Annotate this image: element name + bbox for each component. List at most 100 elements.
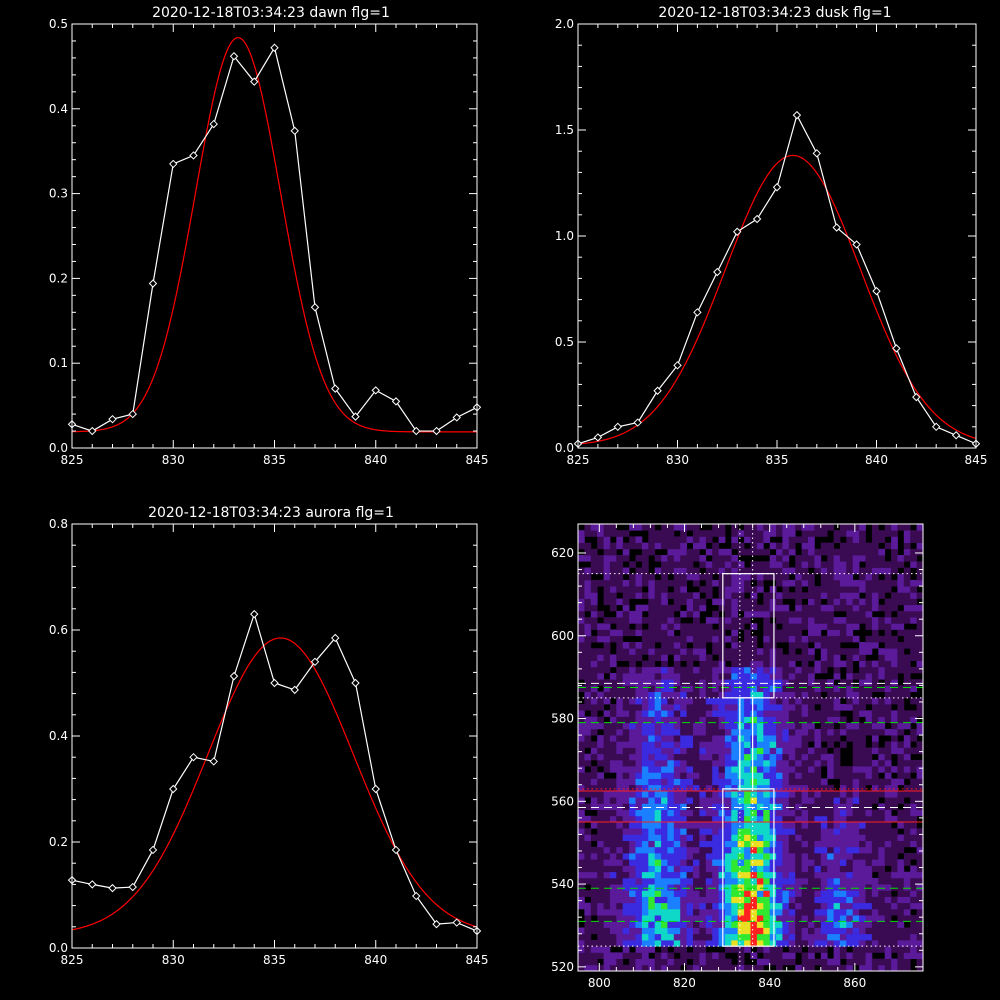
heatmap-cell bbox=[910, 940, 917, 947]
heatmap-cell bbox=[859, 927, 866, 935]
heatmap-cell bbox=[731, 809, 739, 817]
heatmap-cell bbox=[661, 555, 668, 562]
heatmap-cell bbox=[859, 952, 866, 959]
heatmap-cell bbox=[782, 809, 790, 817]
heatmap-cell bbox=[705, 728, 713, 736]
heatmap-cell bbox=[693, 902, 700, 910]
heatmap-cell bbox=[744, 604, 751, 612]
heatmap-cell bbox=[718, 567, 726, 575]
heatmap-cell bbox=[635, 623, 643, 630]
heatmap-cell bbox=[763, 803, 771, 810]
heatmap-cell bbox=[852, 716, 860, 724]
heatmap-cell bbox=[686, 561, 694, 568]
heatmap-cell bbox=[820, 735, 828, 742]
heatmap-cell bbox=[763, 561, 771, 568]
heatmap-cell bbox=[744, 803, 751, 810]
heatmap-cell bbox=[744, 933, 751, 941]
heatmap-cell bbox=[693, 666, 700, 674]
heatmap-cell bbox=[865, 890, 873, 897]
heatmap-cell bbox=[763, 635, 771, 643]
heatmap-cell bbox=[769, 542, 777, 550]
heatmap-cell bbox=[584, 542, 592, 550]
heatmap-cell bbox=[609, 791, 617, 798]
heatmap-cell bbox=[616, 704, 624, 711]
heatmap-cell bbox=[699, 561, 707, 568]
heatmap-cell bbox=[680, 896, 687, 904]
heatmap-cell bbox=[731, 524, 739, 531]
heatmap-cell bbox=[737, 809, 745, 817]
heatmap-cell bbox=[884, 778, 892, 786]
heatmap-cell bbox=[782, 610, 790, 618]
heatmap-cell bbox=[839, 524, 847, 531]
heatmap-cell bbox=[648, 946, 656, 953]
heatmap-cell bbox=[763, 952, 771, 959]
heatmap-cell bbox=[750, 716, 758, 724]
heatmap-cell bbox=[603, 822, 611, 829]
heatmap-cell bbox=[622, 722, 630, 730]
heatmap-cell bbox=[584, 791, 592, 798]
heatmap-cell bbox=[731, 728, 739, 736]
heatmap-cell bbox=[865, 610, 873, 618]
heatmap-cell bbox=[661, 884, 668, 891]
heatmap-cell bbox=[782, 722, 790, 730]
heatmap-cell bbox=[724, 666, 732, 674]
heatmap-cell bbox=[584, 604, 592, 612]
heatmap-cell bbox=[654, 679, 662, 686]
heatmap-cell bbox=[763, 716, 771, 724]
data-point-marker bbox=[713, 267, 722, 277]
heatmap-cell bbox=[609, 691, 617, 699]
heatmap-cell bbox=[680, 759, 687, 767]
heatmap-cell bbox=[884, 598, 892, 606]
heatmap-cell bbox=[680, 921, 687, 928]
heatmap-cell bbox=[910, 642, 917, 649]
heatmap-cell bbox=[750, 871, 758, 879]
heatmap-cell bbox=[827, 567, 834, 575]
heatmap-cell bbox=[584, 853, 592, 860]
heatmap-cell bbox=[897, 933, 905, 941]
heatmap-cell bbox=[833, 666, 841, 674]
heatmap-cell bbox=[712, 834, 719, 841]
heatmap-cell bbox=[705, 722, 713, 730]
heatmap-cell bbox=[769, 952, 777, 959]
heatmap-cell bbox=[737, 753, 745, 761]
heatmap-cell bbox=[808, 921, 815, 928]
heatmap-cell bbox=[609, 753, 617, 761]
heatmap-cell bbox=[654, 753, 662, 761]
heatmap-cell bbox=[718, 536, 726, 543]
heatmap-cell bbox=[731, 697, 739, 705]
heatmap-cell bbox=[846, 859, 854, 866]
heatmap-cell bbox=[795, 946, 802, 953]
heatmap-cell bbox=[776, 598, 783, 606]
heatmap-cell bbox=[686, 592, 694, 599]
heatmap-cell bbox=[763, 573, 771, 581]
heatmap-cell bbox=[699, 797, 707, 804]
heatmap-cell bbox=[712, 679, 719, 686]
heatmap-cell bbox=[839, 660, 847, 668]
heatmap-cell bbox=[859, 735, 866, 742]
heatmap-cell bbox=[833, 809, 841, 817]
heatmap-cell bbox=[654, 877, 662, 885]
heatmap-cell bbox=[673, 865, 681, 873]
heatmap-cell bbox=[693, 871, 700, 879]
data-point-marker bbox=[209, 757, 218, 766]
heatmap-cell bbox=[584, 691, 592, 699]
heatmap-cell bbox=[641, 685, 649, 692]
heatmap-cell bbox=[629, 586, 636, 593]
heatmap-cell bbox=[744, 809, 751, 817]
heatmap-cell bbox=[776, 791, 783, 798]
heatmap-cell bbox=[609, 617, 617, 624]
heatmap-cell bbox=[839, 834, 847, 841]
heatmap-cell bbox=[712, 766, 719, 773]
panel-title: 2020-12-18T03:34:23 aurora flg=1 bbox=[148, 505, 394, 521]
heatmap-cell bbox=[782, 536, 790, 543]
y-tick-label: 2.0 bbox=[555, 17, 574, 31]
heatmap-cell bbox=[590, 921, 598, 928]
data-point-marker bbox=[772, 183, 782, 192]
heatmap-cell bbox=[795, 853, 802, 860]
heatmap-cell bbox=[916, 784, 924, 792]
heatmap-cell bbox=[884, 884, 892, 891]
heatmap-cell bbox=[833, 766, 841, 773]
plot-frame bbox=[577, 523, 924, 972]
heatmap-cell bbox=[641, 542, 649, 550]
heatmap-cell bbox=[731, 921, 739, 928]
